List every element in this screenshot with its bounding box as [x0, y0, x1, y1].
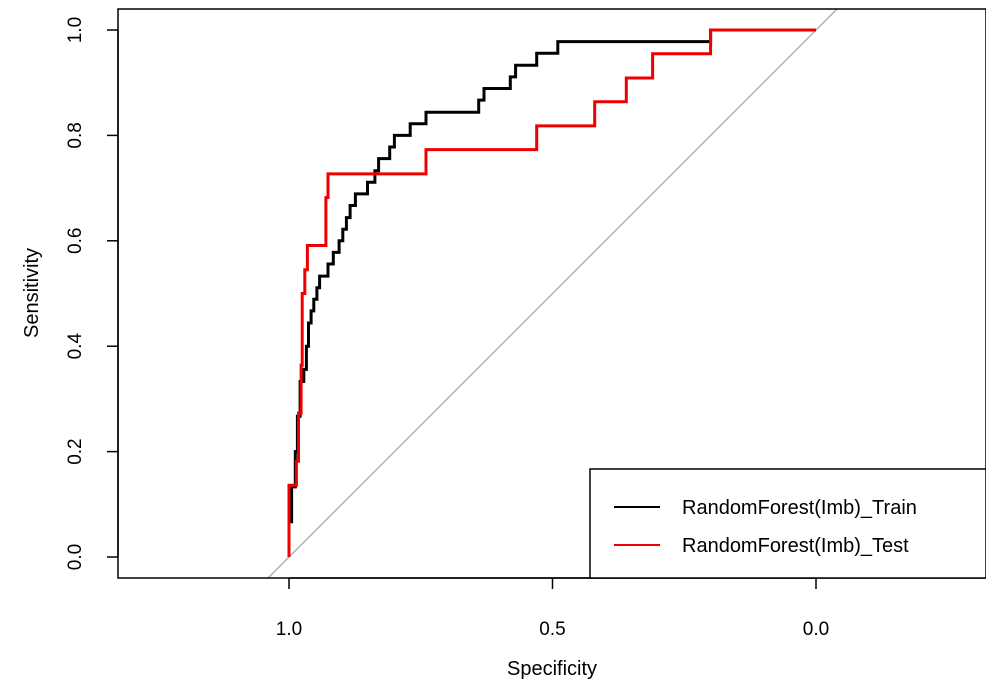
- reference-diagonal-line: [267, 9, 838, 578]
- legend-box: [589, 468, 986, 579]
- y-axis-title: Sensitivity: [21, 248, 43, 338]
- legend-label-test: RandomForest(Imb)_Test: [682, 535, 909, 557]
- y-tick-label: 0.8: [65, 122, 86, 148]
- legend-label-train: RandomForest(Imb)_Train: [682, 497, 917, 519]
- series-line-test: [287, 28, 816, 557]
- x-tick-label: 0.0: [803, 619, 829, 640]
- y-tick-label: 0.2: [65, 438, 86, 464]
- y-tick-label: 0.6: [65, 228, 86, 254]
- x-axis-title: Specificity: [507, 658, 597, 680]
- x-tick-label: 0.5: [539, 619, 565, 640]
- x-axis: 1.0 0.5 0.0 Specificity: [276, 577, 829, 680]
- y-tick-label: 0.4: [65, 333, 86, 360]
- series-layer: [287, 28, 816, 557]
- legend: RandomForest(Imb)_Train RandomForest(Imb…: [589, 468, 986, 579]
- y-axis: 0.0 0.2 0.4 0.6 0.8 1.0 Sensitivity: [21, 17, 119, 570]
- y-tick-label: 0.0: [65, 544, 86, 570]
- x-tick-label: 1.0: [276, 619, 302, 640]
- y-tick-label: 1.0: [65, 17, 86, 43]
- series-line-train: [287, 28, 816, 557]
